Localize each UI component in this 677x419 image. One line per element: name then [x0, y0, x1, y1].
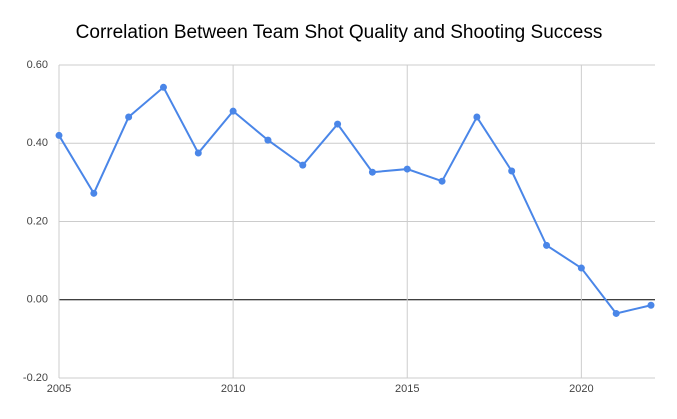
data-point — [229, 107, 237, 115]
data-point — [403, 165, 411, 173]
y-tick-label: 0.20 — [27, 215, 48, 227]
data-point — [368, 168, 376, 176]
data-point — [577, 264, 585, 272]
data-point — [334, 120, 342, 128]
data-point — [299, 161, 307, 169]
y-tick-label: 0.60 — [27, 59, 48, 71]
data-point — [438, 177, 446, 185]
x-tick-label: 2005 — [47, 383, 71, 395]
chart-title: Correlation Between Team Shot Quality an… — [76, 22, 603, 43]
x-tick-label: 2010 — [221, 383, 245, 395]
y-tick-label: 0.00 — [27, 294, 48, 306]
data-point — [125, 113, 133, 121]
data-point — [159, 83, 167, 91]
data-point — [612, 309, 620, 317]
data-point — [55, 131, 63, 139]
data-line — [58, 85, 652, 315]
data-point — [508, 167, 516, 175]
y-tick-label: 0.40 — [27, 137, 48, 149]
data-point — [543, 241, 551, 249]
y-tick-label: -0.20 — [23, 372, 48, 384]
data-point — [264, 136, 272, 144]
data-point — [90, 189, 98, 197]
data-point — [647, 301, 655, 309]
data-point — [194, 149, 202, 157]
data-point — [473, 113, 481, 121]
x-tick-label: 2015 — [395, 383, 419, 395]
x-tick-label: 2020 — [569, 383, 593, 395]
